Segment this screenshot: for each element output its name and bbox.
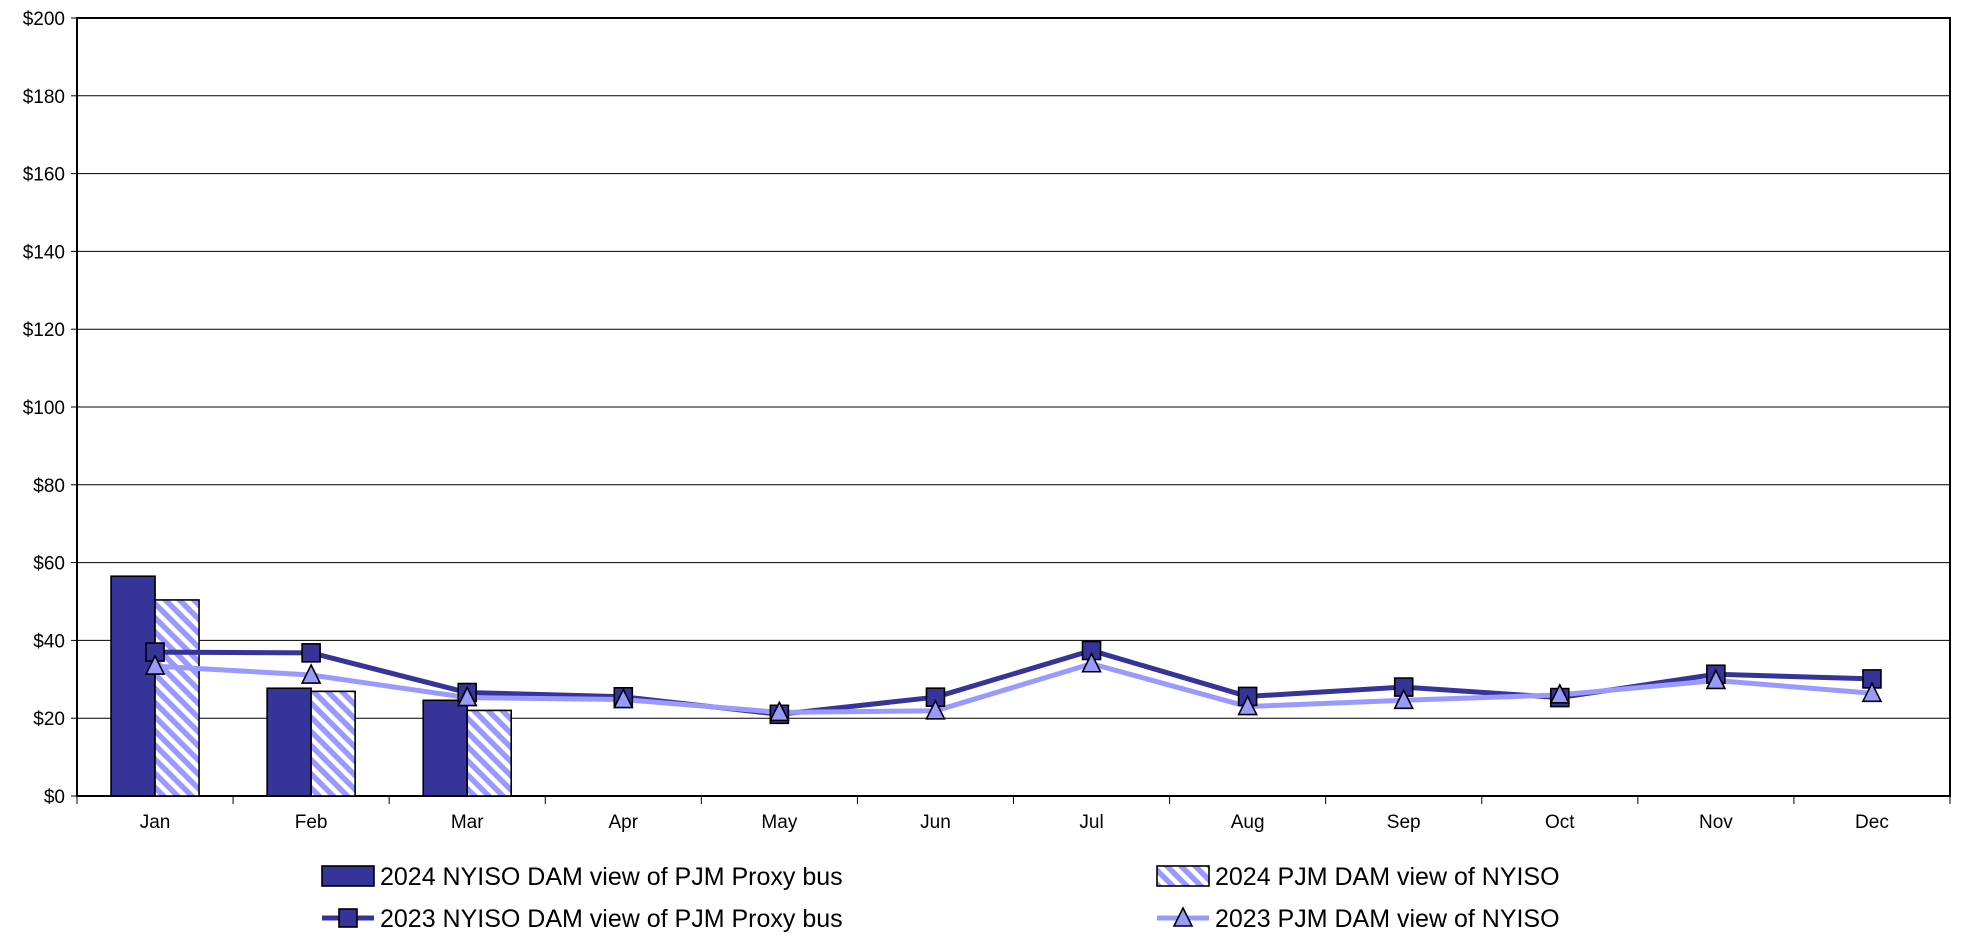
point-2023-pjm-view	[300, 663, 322, 684]
point-2023-pjm-view	[1081, 651, 1102, 673]
y-tick-label: $200	[23, 9, 65, 30]
point-2023-pjm-view	[1237, 694, 1258, 716]
line-2023-pjm-view	[154, 661, 1873, 715]
y-tick-label: $120	[23, 320, 65, 341]
legend-2023-nyiso-view: 2023 NYISO DAM view of PJM Proxy bus	[322, 905, 843, 933]
x-tick-label: Apr	[609, 812, 639, 833]
x-tick-label: Aug	[1231, 812, 1265, 833]
y-tick-label: $100	[23, 398, 65, 419]
x-tick-label: Feb	[295, 812, 328, 833]
y-tick-label: $40	[33, 631, 65, 652]
point-2023-pjm-view	[456, 685, 478, 707]
legend-label: 2024 PJM DAM view of NYISO	[1215, 863, 1560, 891]
y-tick-label: $0	[44, 787, 65, 808]
legend-2024-nyiso-view: 2024 NYISO DAM view of PJM Proxy bus	[321, 863, 843, 891]
point-2023-nyiso-view	[301, 643, 321, 663]
point-2023-pjm-view	[612, 687, 634, 709]
y-tick-label: $140	[23, 242, 65, 263]
x-tick-label: Jul	[1079, 812, 1103, 833]
legend-label: 2023 NYISO DAM view of PJM Proxy bus	[380, 905, 843, 933]
point-2023-pjm-view	[144, 654, 166, 675]
x-tick-label: Sep	[1387, 812, 1421, 833]
point-2023-pjm-view	[1861, 681, 1883, 703]
bar-2024-nyiso-view	[422, 699, 469, 797]
x-tick-label: Mar	[451, 812, 484, 833]
point-2023-pjm-view	[1549, 683, 1571, 704]
bars	[110, 575, 513, 797]
point-2023-pjm-view	[1705, 668, 1727, 690]
x-tick-label: Oct	[1545, 812, 1575, 833]
x-tick-label: May	[761, 812, 797, 833]
x-tick-label: Jun	[920, 812, 951, 833]
bar-2024-nyiso-view	[266, 687, 312, 797]
legend-label: 2023 PJM DAM view of NYISO	[1215, 905, 1560, 933]
legend-marker	[1172, 906, 1194, 927]
line-2023-nyiso-view	[155, 648, 1873, 717]
legend-marker	[338, 908, 358, 928]
axes: $0 $20 $40 $60 $80 $100 $120 $140 $160 $180 $200 Ja…	[23, 9, 1951, 833]
gridlines	[77, 95, 1950, 719]
x-tick-label: Dec	[1855, 812, 1889, 833]
point-2023-pjm-view	[925, 699, 946, 720]
legend-2024-pjm-view: 2024 PJM DAM view of NYISO	[1156, 863, 1560, 891]
legend: 2024 NYISO DAM view of PJM Proxy bus 2024…	[321, 863, 1560, 933]
y-tick-label: $60	[33, 554, 65, 575]
x-tick-label: Jan	[140, 812, 171, 833]
legend-swatch	[321, 865, 375, 887]
y-tick-label: $80	[33, 476, 65, 497]
lines	[144, 640, 1883, 725]
bar-2024-pjm-view	[466, 709, 513, 797]
legend-2023-pjm-view: 2023 PJM DAM view of NYISO	[1157, 905, 1560, 933]
legend-swatch	[1156, 865, 1210, 887]
y-tick-label: $180	[23, 87, 65, 108]
y-tick-label: $20	[33, 709, 65, 730]
point-2023-pjm-view	[1393, 688, 1415, 710]
bar-2024-pjm-view	[310, 690, 356, 797]
legend-label: 2024 NYISO DAM view of PJM Proxy bus	[380, 863, 843, 891]
y-tick-label: $160	[23, 165, 65, 186]
bar-2024-pjm-view	[154, 599, 200, 797]
x-tick-label: Nov	[1699, 812, 1733, 833]
point-2023-pjm-view	[769, 700, 790, 722]
bar-2024-nyiso-view	[110, 575, 156, 797]
